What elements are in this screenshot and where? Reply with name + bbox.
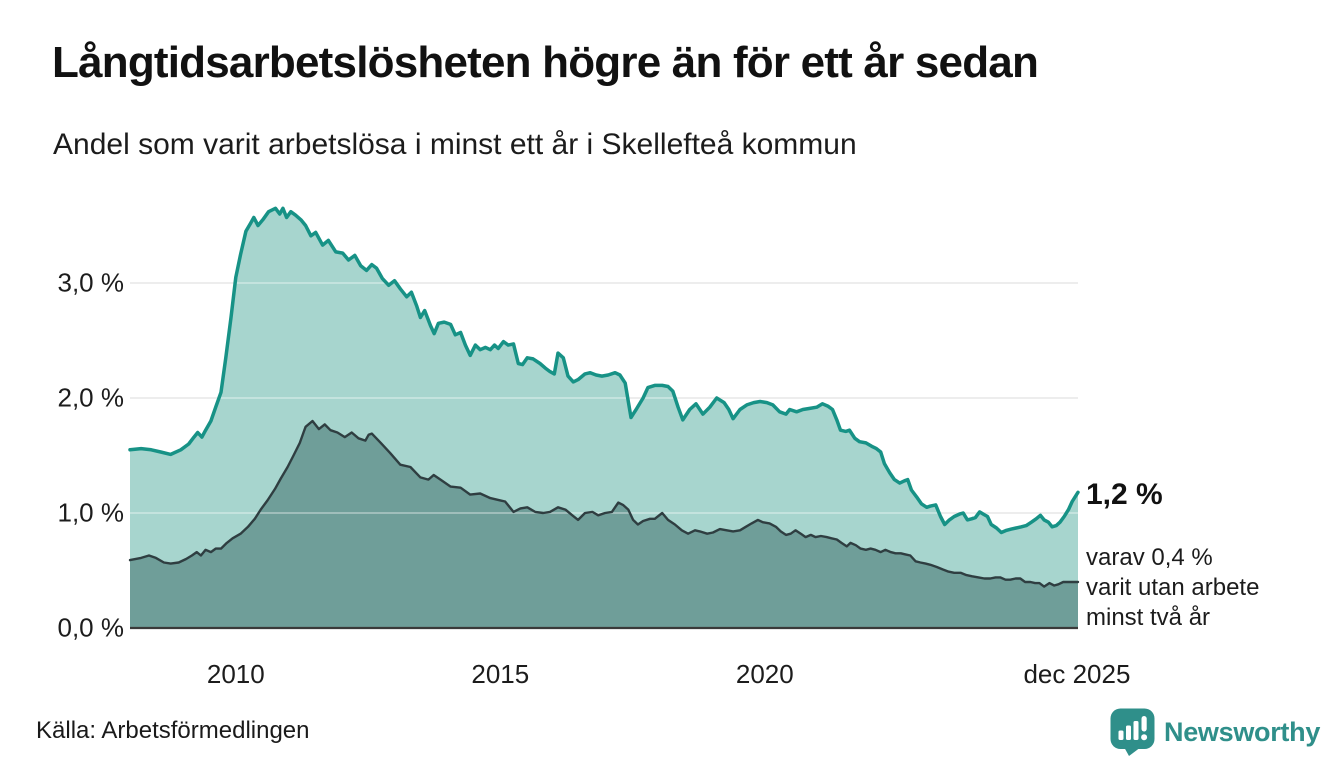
newsworthy-logo[interactable]: Newsworthy	[1110, 708, 1320, 756]
y-axis-label: 1,0 %	[57, 497, 125, 528]
y-axis-label: 3,0 %	[57, 267, 125, 298]
newsworthy-icon	[1110, 708, 1155, 756]
source-attribution: Källa: Arbetsförmedlingen	[36, 717, 310, 744]
note-line-2: varit utan arbete	[1086, 574, 1260, 601]
brand-name: Newsworthy	[1164, 716, 1321, 747]
note-line-3: minst två år	[1086, 604, 1211, 631]
series-line	[128, 206, 1080, 535]
note-line-1: varav 0,4 %	[1086, 544, 1213, 571]
x-axis-label: 2015	[471, 659, 530, 689]
y-axis-label: 0,0 %	[57, 612, 125, 643]
chart-subtitle: Andel som varit arbetslösa i minst ett å…	[53, 128, 857, 161]
x-axis-label: 2020	[735, 659, 794, 689]
series-line	[128, 419, 1080, 588]
secondary-value-note: varav 0,4 % varit utan arbete minst två …	[1086, 543, 1259, 633]
area-fill	[130, 421, 1078, 628]
chart-title: Långtidsarbetslösheten högre än för ett …	[52, 38, 1039, 87]
y-axis-label: 2,0 %	[57, 382, 125, 413]
x-axis-label: dec 2025	[1023, 659, 1131, 689]
x-axis-label: 2010	[206, 659, 265, 689]
latest-value-label: 1,2 %	[1086, 478, 1163, 511]
